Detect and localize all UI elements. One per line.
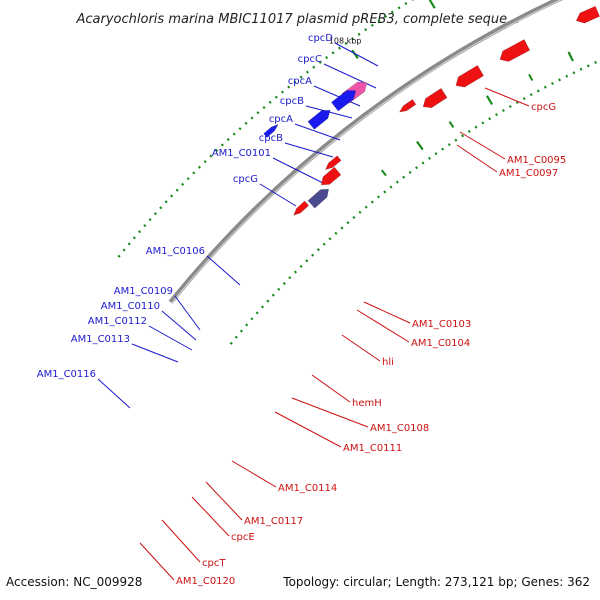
gene-feature-arrow[interactable] <box>422 87 448 109</box>
accession-text: Accession: NC_009928 <box>6 575 142 589</box>
forward-gene-label[interactable]: cpcA <box>269 114 293 125</box>
inner-tick-dash <box>416 140 424 151</box>
gene-feature-arrow[interactable] <box>263 123 279 138</box>
forward-leader-line <box>174 295 201 331</box>
reverse-leader-line <box>191 496 230 537</box>
forward-gene-label[interactable]: AM1_C0101 <box>212 148 271 159</box>
forward-leader-line <box>259 183 297 207</box>
forward-gene-label[interactable]: AM1_C0113 <box>71 334 130 345</box>
forward-gene-label[interactable]: AM1_C0116 <box>37 369 96 380</box>
kbp-tick-label: 108 kbp <box>329 36 362 45</box>
reverse-gene-label[interactable]: cpcG <box>531 102 556 113</box>
gene-feature-arrow[interactable] <box>575 5 600 24</box>
forward-leader-line <box>323 63 377 89</box>
forward-leader-line <box>272 157 324 184</box>
label-layer[interactable]: cpcD cpcC cpcA cpcB cpcA cpcB AM1_C0101 cpcG AM1… <box>37 33 567 587</box>
reverse-gene-label[interactable]: AM1_C0114 <box>278 483 337 494</box>
forward-gene-label[interactable]: cpcG <box>233 174 258 185</box>
gene-feature-arrow[interactable] <box>330 90 357 112</box>
reverse-leader-line <box>311 374 351 403</box>
forward-leader-line <box>334 42 379 67</box>
forward-leader-line <box>294 123 341 141</box>
reverse-leader-line <box>356 309 410 343</box>
gene-feature-arrow[interactable] <box>499 39 531 62</box>
reverse-leader-line <box>205 481 243 521</box>
reverse-gene-label[interactable]: AM1_C0120 <box>176 576 235 587</box>
reverse-gene-label[interactable]: AM1_C0104 <box>411 338 470 349</box>
reverse-leader-line <box>161 519 201 563</box>
reverse-leader-line <box>363 301 411 324</box>
backbone-circle <box>168 0 564 304</box>
reverse-gene-label[interactable]: AM1_C0103 <box>412 319 471 330</box>
reverse-leader-line <box>274 411 342 448</box>
backbone-highlight <box>171 0 562 304</box>
map-title: Acaryochloris marina MBIC11017 plasmid p… <box>76 12 520 27</box>
reverse-leader-line <box>341 334 381 362</box>
reverse-leader-line <box>459 131 506 160</box>
gene-feature-arrow[interactable] <box>398 99 417 113</box>
forward-leader-line <box>313 85 361 107</box>
forward-gene-label[interactable]: AM1_C0109 <box>114 286 173 297</box>
gene-feature-arrow[interactable] <box>307 109 331 130</box>
reverse-leader-line <box>139 542 175 581</box>
forward-gene-label[interactable]: cpcA <box>288 76 312 87</box>
reverse-leader-line <box>456 144 498 173</box>
gene-feature-arrow[interactable] <box>455 64 485 88</box>
forward-leader-line <box>284 142 334 158</box>
forward-leader-line <box>131 343 179 363</box>
reverse-leader-line <box>484 87 530 107</box>
reverse-gene-label[interactable]: hemH <box>352 398 382 409</box>
forward-gene-label[interactable]: cpcD <box>308 33 333 44</box>
feature-layer[interactable] <box>263 0 600 216</box>
forward-leader-line <box>206 255 241 286</box>
reverse-gene-label[interactable]: cpcT <box>202 558 226 569</box>
rings-layer <box>116 0 600 349</box>
reverse-leader-line <box>291 397 369 428</box>
forward-gene-label[interactable]: AM1_C0112 <box>88 316 147 327</box>
forward-leader-line <box>148 325 193 351</box>
inner-minor-dash <box>528 73 534 81</box>
forward-gene-label[interactable]: cpcC <box>298 54 322 65</box>
forward-gene-label[interactable]: cpcB <box>259 133 283 144</box>
inner-tick-dash <box>486 95 494 105</box>
reverse-gene-label[interactable]: cpcE <box>231 532 255 543</box>
forward-gene-label[interactable]: AM1_C0106 <box>146 246 205 257</box>
reverse-gene-label[interactable]: AM1_C0108 <box>370 423 429 434</box>
forward-gene-label[interactable]: AM1_C0110 <box>101 301 160 312</box>
gene-feature-arrow[interactable] <box>324 155 342 170</box>
inner-minor-dash <box>380 169 387 177</box>
outer-tick-dash <box>428 0 436 9</box>
gene-feature-arrow[interactable] <box>307 188 330 209</box>
reverse-gene-label[interactable]: AM1_C0095 <box>507 155 566 166</box>
reverse-gene-label[interactable]: AM1_C0111 <box>343 443 402 454</box>
forward-leader-line <box>161 310 197 341</box>
forward-gene-label[interactable]: cpcB <box>280 96 304 107</box>
reverse-leader-line <box>231 460 277 488</box>
gene-feature-arrow[interactable] <box>320 166 342 186</box>
reverse-gene-label[interactable]: AM1_C0097 <box>499 168 558 179</box>
inner-tick-dash <box>567 51 574 62</box>
inner-minor-dash <box>448 121 455 128</box>
gene-feature-arrow[interactable] <box>293 200 310 216</box>
forward-leader-line <box>97 378 131 409</box>
reverse-gene-label[interactable]: AM1_C0117 <box>244 516 303 527</box>
topology-summary: Topology: circular; Length: 273,121 bp; … <box>282 575 590 589</box>
reverse-gene-label[interactable]: hli <box>382 357 394 368</box>
